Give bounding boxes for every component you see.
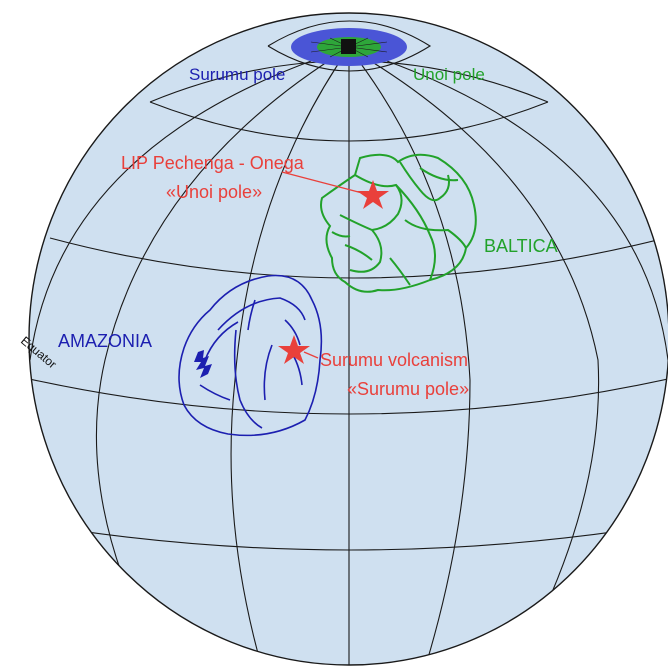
surumu-volcanism-label: Surumu volcanism [320, 350, 468, 370]
globe-outline [28, 12, 668, 666]
baltica-label: BALTICA [484, 236, 558, 256]
surumu-leader-line [303, 351, 319, 359]
surumu-pole-quote-label: «Surumu pole» [347, 379, 469, 399]
meridian-line [348, 47, 471, 665]
graticule [29, 20, 668, 665]
amazonia-craton [178, 274, 323, 437]
baltica-craton [320, 153, 477, 293]
lip-pechenga-label: LIP Pechenga - Onega [121, 153, 305, 173]
square-icon [341, 39, 356, 54]
amazonia-label: AMAZONIA [58, 331, 152, 351]
star-icon [278, 335, 310, 364]
meridian-line [348, 47, 668, 361]
amazonia-coast-detail [194, 350, 212, 378]
parallel-line [49, 237, 666, 279]
meridian-line [95, 47, 350, 641]
meridian-line [348, 47, 600, 641]
star-icon [357, 180, 389, 209]
unoi-pole-label: Unoi pole [413, 65, 485, 84]
surumu-pole-label: Surumu pole [189, 65, 285, 84]
meridian-line [230, 47, 350, 665]
unoi-pole-quote-label: «Unoi pole» [166, 182, 262, 202]
lip-leader-line [281, 171, 367, 195]
meridian-line [29, 47, 350, 361]
